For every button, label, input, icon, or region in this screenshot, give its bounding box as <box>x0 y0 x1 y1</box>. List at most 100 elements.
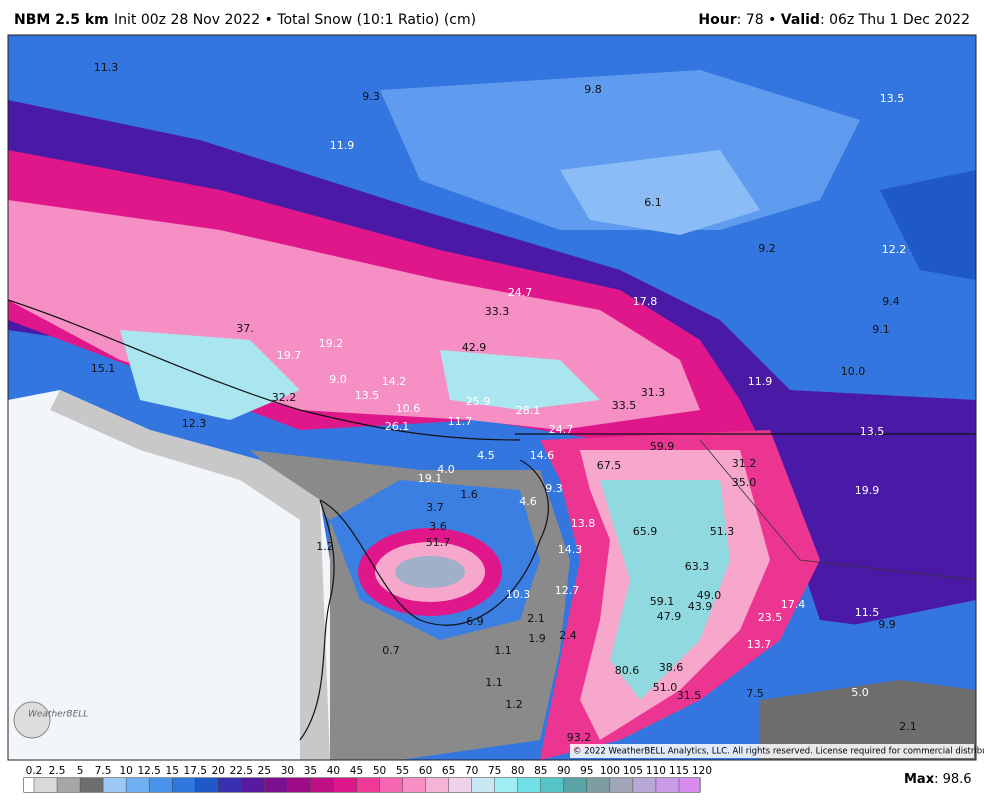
map-value-label: 47.9 <box>657 610 682 623</box>
map-value-label: 28.1 <box>516 404 541 417</box>
colorbar-swatch <box>678 778 700 792</box>
map-value-label: 10.6 <box>396 402 421 415</box>
map-value-label: 9.4 <box>882 295 900 308</box>
map-value-label: 9.8 <box>584 83 602 96</box>
map-value-label: 31.5 <box>677 689 702 702</box>
map-value-label: 51.7 <box>426 536 451 549</box>
colorbar-swatch <box>80 778 104 792</box>
colorbar-label: 110 <box>646 765 666 777</box>
map-value-label: 9.1 <box>872 323 890 336</box>
map-value-label: 1.2 <box>316 540 334 553</box>
valid: : 06z Thu 1 Dec 2022 <box>820 12 970 28</box>
map-value-label: 1.1 <box>494 644 512 657</box>
map-value-label: 7.5 <box>746 687 764 700</box>
colorbar-label: 115 <box>669 765 689 777</box>
map-value-label: 33.3 <box>485 305 510 318</box>
colorbar-label: 10 <box>119 765 132 777</box>
colorbar-swatch <box>103 778 127 792</box>
max: Max: 98.6 <box>904 772 972 787</box>
colorbar-label: 15 <box>166 765 179 777</box>
colorbar-swatch <box>195 778 219 792</box>
field-lighter <box>560 150 760 235</box>
colorbar-swatch <box>540 778 564 792</box>
colorbar-swatch <box>609 778 633 792</box>
map-value-label: 31.3 <box>641 386 666 399</box>
map-value-label: 37. <box>236 322 254 335</box>
map-frame <box>7 34 977 761</box>
map-value-label: 19.7 <box>277 349 302 362</box>
colorbar-swatch <box>494 778 518 792</box>
map-labels: 11.3 9.3 9.8 13.5 11.9 6.1 9.2 12.2 24.7 17.8 33.3… <box>91 61 917 744</box>
colorbar-label: 60 <box>419 765 432 777</box>
map-value-label: 23.5 <box>758 611 783 624</box>
map-value-label: 4.0 <box>437 463 455 476</box>
coast-grey <box>50 390 330 760</box>
map-value-label: 32.2 <box>272 391 297 404</box>
map-value-label: 13.5 <box>355 389 380 402</box>
state-line <box>699 439 976 581</box>
colorbar-label: 80 <box>511 765 524 777</box>
map-value-label: 2.1 <box>899 720 917 733</box>
colorbar-label: 50 <box>373 765 386 777</box>
map-value-label: 59.9 <box>650 440 675 453</box>
map-value-label: 14.3 <box>558 543 583 556</box>
field-dark <box>880 170 976 280</box>
max-label: Max <box>904 772 935 787</box>
colorbar-label: 2.5 <box>49 765 66 777</box>
map-value-label: 19.9 <box>855 484 880 497</box>
colorbar-label: 40 <box>327 765 340 777</box>
colorbar-label: 17.5 <box>184 765 207 777</box>
map-value-label: 13.7 <box>747 638 772 651</box>
map-value-label: 12.3 <box>182 417 207 430</box>
colorbar-label: 70 <box>465 765 478 777</box>
map-value-label: 24.7 <box>508 286 533 299</box>
map-value-label: 11.3 <box>94 61 119 74</box>
map-value-label: 11.5 <box>855 606 880 619</box>
map-value-label: 14.2 <box>382 375 407 388</box>
colorbar-swatch <box>379 778 403 792</box>
colorbar-label: 7.5 <box>95 765 112 777</box>
copyright-box <box>570 744 974 758</box>
map-value-label: 67.5 <box>597 459 622 472</box>
map-value-label: 11.9 <box>330 139 355 152</box>
map-value-label: 80.6 <box>615 664 640 677</box>
map-value-label: 9.9 <box>878 618 896 631</box>
map-value-label: 13.8 <box>571 517 596 530</box>
map-value-label: 43.9 <box>688 600 713 613</box>
map-value-label: 13.5 <box>860 425 885 438</box>
colorbar-swatch <box>126 778 150 792</box>
map-value-label: 10.0 <box>841 365 866 378</box>
colorbar-swatch <box>425 778 449 792</box>
map-value-label: 6.9 <box>466 615 484 628</box>
colorbar-label: 0.2 <box>26 765 43 777</box>
colorbar-label: 30 <box>281 765 294 777</box>
field-cyan <box>120 330 600 420</box>
colorbar-swatch <box>34 778 58 792</box>
colorbar-label: 22.5 <box>230 765 253 777</box>
coastline <box>299 499 335 741</box>
field-cascade-cyan <box>600 480 730 700</box>
map-value-label: 4.6 <box>519 495 537 508</box>
map-value-label: 15.1 <box>91 362 116 375</box>
colorbar-swatch <box>287 778 311 792</box>
map-value-label: 9.3 <box>545 482 563 495</box>
map-value-label: 63.3 <box>685 560 710 573</box>
map-value-label: 1.1 <box>485 676 503 689</box>
map-value-label: 24.7 <box>549 423 574 436</box>
map-value-label: 11.9 <box>748 375 773 388</box>
map-value-label: 49.0 <box>697 589 722 602</box>
colorbar-swatch <box>563 778 587 792</box>
coastline <box>319 459 549 626</box>
colorbar-label: 95 <box>580 765 593 777</box>
colorbar-label: 5 <box>77 765 84 777</box>
colorbar-swatch <box>218 778 242 792</box>
map-value-label: 51.3 <box>710 525 735 538</box>
colorbar-label: 120 <box>692 765 712 777</box>
colorbar-swatch <box>402 778 426 792</box>
colorbar-label: 45 <box>350 765 363 777</box>
map-value-label: 17.4 <box>781 598 806 611</box>
colorbar-swatch <box>356 778 380 792</box>
map-value-label: 3.6 <box>429 520 447 533</box>
colorbar-swatch <box>333 778 357 792</box>
